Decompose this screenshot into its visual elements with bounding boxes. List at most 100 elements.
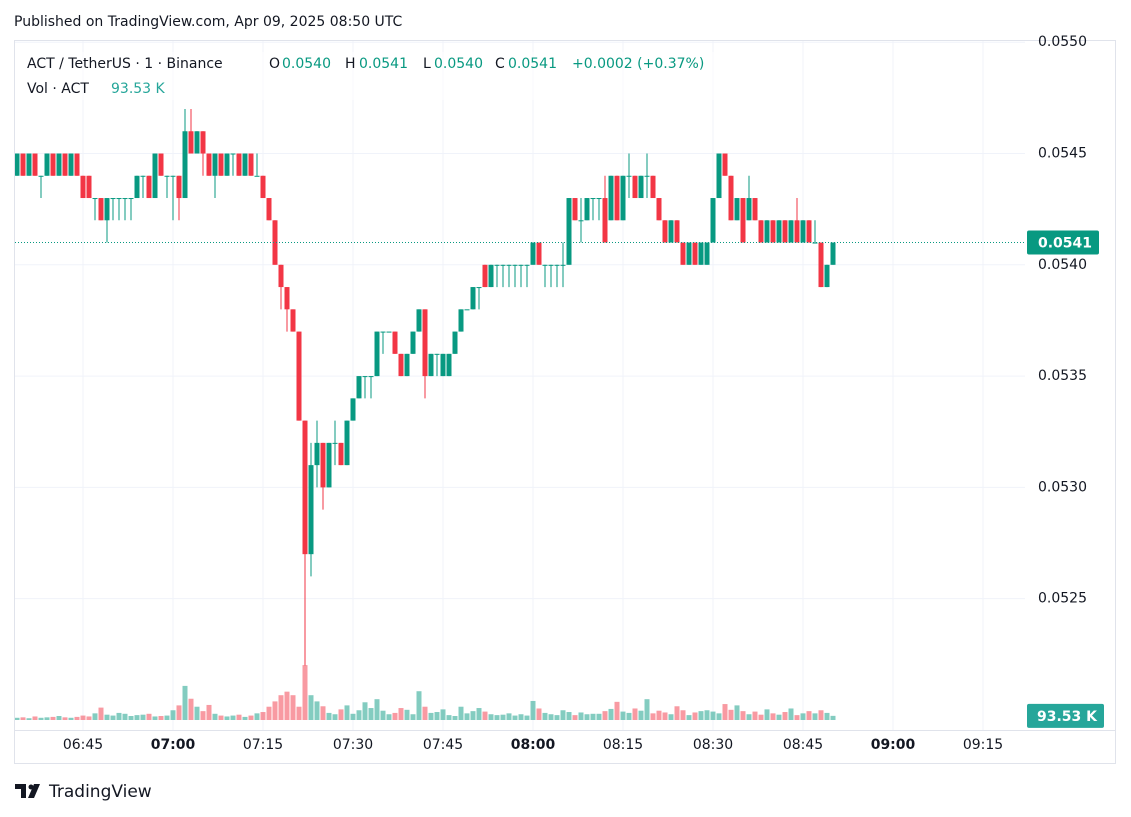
candle-body bbox=[782, 220, 788, 243]
volume-bar bbox=[314, 701, 320, 720]
candle-body bbox=[248, 153, 254, 176]
candle-body bbox=[86, 175, 92, 199]
volume-bar bbox=[134, 715, 140, 720]
volume-bar bbox=[320, 706, 326, 720]
volume-bar bbox=[572, 715, 578, 720]
last-volume-label: 93.53 K bbox=[1037, 709, 1098, 725]
brand-logo bbox=[15, 784, 40, 798]
volume-bar bbox=[500, 714, 506, 720]
volume-bar bbox=[446, 715, 452, 720]
x-tick-label: 07:45 bbox=[423, 737, 463, 753]
x-tick-label: 07:30 bbox=[333, 737, 373, 753]
candle-body bbox=[140, 175, 146, 177]
candle-body bbox=[428, 353, 434, 377]
candle-body bbox=[578, 220, 584, 222]
candle-body bbox=[524, 264, 530, 266]
published-note: Published on TradingView.com, Apr 09, 20… bbox=[14, 14, 403, 30]
symbol: ACT / TetherUS · 1 · Binance bbox=[27, 56, 223, 72]
candle-body bbox=[128, 198, 134, 200]
y-tick-label: 0.0540 bbox=[1038, 257, 1087, 273]
volume-bar bbox=[530, 700, 536, 720]
candle-body bbox=[716, 153, 722, 199]
volume-bar bbox=[404, 709, 410, 720]
candle-body bbox=[608, 175, 614, 221]
candle-body bbox=[206, 153, 212, 176]
candle-body bbox=[728, 175, 734, 221]
candle-body bbox=[614, 175, 620, 221]
candle-body bbox=[380, 331, 386, 333]
candle-body bbox=[794, 220, 800, 243]
volume-bar bbox=[608, 708, 614, 720]
volume-bar bbox=[116, 712, 122, 720]
volume-bar bbox=[686, 715, 692, 720]
candle-body bbox=[542, 264, 548, 266]
volume-bar bbox=[344, 705, 350, 720]
candle-body bbox=[560, 264, 566, 266]
volume-bar bbox=[668, 714, 674, 720]
volume-bar bbox=[728, 709, 734, 720]
volume-bar bbox=[782, 712, 788, 720]
candle-body bbox=[302, 420, 308, 555]
candle-body bbox=[308, 465, 314, 555]
ohlc-value: 0.0541 bbox=[508, 56, 557, 72]
candle-body bbox=[422, 309, 428, 377]
volume-bar bbox=[110, 715, 116, 720]
volume-title: Vol · ACT bbox=[27, 81, 89, 97]
volume-bar bbox=[374, 699, 380, 720]
volume-bar bbox=[224, 716, 230, 720]
volume-bar bbox=[692, 712, 698, 720]
volume-bar bbox=[818, 710, 824, 720]
candle-body bbox=[458, 309, 464, 332]
volume-bar bbox=[398, 708, 404, 720]
candle-body bbox=[662, 220, 668, 243]
ohlc-value: 0.0540 bbox=[282, 56, 331, 72]
ohlc-value: 0.0540 bbox=[434, 56, 483, 72]
volume-bar bbox=[188, 698, 194, 720]
volume-bar bbox=[422, 706, 428, 720]
volume-bar bbox=[746, 714, 752, 720]
volume-bar bbox=[428, 712, 434, 720]
ohlc-letter: H bbox=[345, 56, 356, 72]
candle-body bbox=[338, 442, 344, 466]
volume-bar bbox=[62, 717, 68, 720]
x-tick-label: 08:15 bbox=[603, 737, 643, 753]
candle-body bbox=[212, 153, 218, 176]
volume-bar bbox=[776, 714, 782, 720]
volume-bar bbox=[644, 699, 650, 720]
volume-bar bbox=[86, 716, 92, 720]
volume-bar bbox=[146, 713, 152, 720]
volume-bar bbox=[392, 712, 398, 720]
x-tick-label: 07:15 bbox=[243, 737, 283, 753]
candle-body bbox=[668, 220, 674, 243]
volume-bar bbox=[584, 714, 590, 720]
volume-bar bbox=[788, 708, 794, 720]
candle-body bbox=[482, 264, 488, 288]
brand-logo-dot bbox=[28, 784, 34, 790]
volume-bar bbox=[758, 714, 764, 720]
volume-bar bbox=[386, 714, 392, 720]
candle-body bbox=[512, 264, 518, 266]
volume-bar bbox=[812, 713, 818, 720]
volume-bar bbox=[68, 717, 74, 720]
candle-body bbox=[176, 175, 182, 199]
volume-bar bbox=[512, 715, 518, 720]
volume-bar bbox=[488, 714, 494, 720]
frame bbox=[14, 40, 1116, 764]
candle-body bbox=[20, 153, 26, 176]
volume-bar bbox=[614, 701, 620, 720]
ohlc-letter: C bbox=[495, 56, 505, 72]
volume-bar bbox=[272, 701, 278, 720]
candle-body bbox=[548, 264, 554, 266]
volume-bar bbox=[362, 702, 368, 720]
candle-body bbox=[758, 220, 764, 243]
volume-bar bbox=[764, 709, 770, 720]
volume-bar bbox=[74, 716, 80, 720]
volume-bar bbox=[650, 713, 656, 720]
candle-body bbox=[530, 242, 536, 265]
volume-bar bbox=[638, 710, 644, 720]
x-tick-label: 09:15 bbox=[963, 737, 1003, 753]
candle-body bbox=[446, 353, 452, 377]
candle-body bbox=[692, 242, 698, 265]
volume-bar bbox=[506, 713, 512, 720]
volume-bar bbox=[518, 714, 524, 720]
